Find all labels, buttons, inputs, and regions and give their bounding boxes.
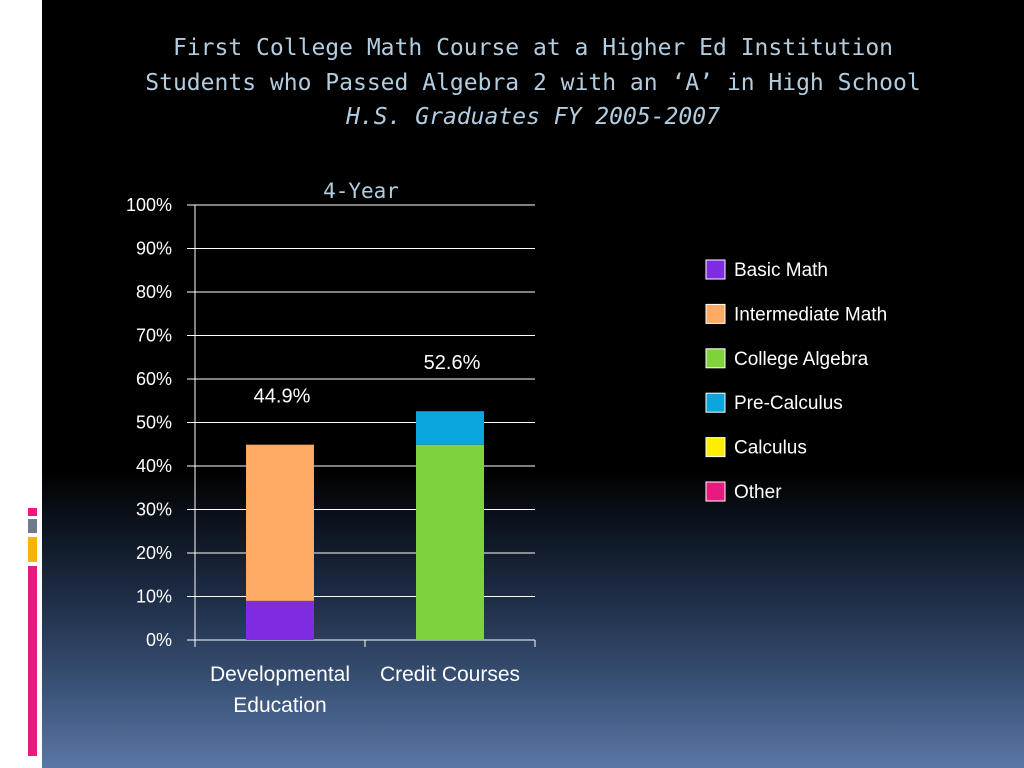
- legend-label-college-algebra: College Algebra: [734, 349, 869, 370]
- bar-total-label: 52.6%: [424, 352, 481, 374]
- accent-block-1: [28, 508, 37, 516]
- bar-segment-intermediate-math: [246, 444, 314, 601]
- y-tick-label: 100%: [126, 195, 172, 215]
- bar-total-label: 44.9%: [254, 386, 311, 408]
- y-tick-label: 80%: [136, 282, 172, 302]
- accent-block-3: [28, 537, 37, 562]
- slide-title-line-3: H.S. Graduates FY 2005-2007: [346, 104, 720, 130]
- y-tick-label: 20%: [136, 543, 172, 563]
- bar-segment-college-algebra: [416, 444, 484, 640]
- legend-label-other: Other: [734, 482, 782, 503]
- legend-swatch-other: [705, 481, 726, 502]
- bar-segment-basic-math: [246, 600, 314, 640]
- x-category-label: Education: [233, 694, 326, 717]
- accent-block-2: [28, 519, 37, 533]
- y-tick-label: 40%: [136, 456, 172, 476]
- legend-label-calculus: Calculus: [734, 438, 807, 459]
- y-tick-label: 60%: [136, 369, 172, 389]
- legend-swatch-basic-math: [705, 259, 726, 280]
- chart-title: 4-Year: [323, 179, 399, 203]
- y-tick-label: 10%: [136, 587, 172, 607]
- y-tick-label: 70%: [136, 326, 172, 346]
- y-tick-label: 0%: [146, 630, 172, 650]
- x-category-label: Credit Courses: [380, 663, 520, 686]
- accent-block-4: [28, 566, 37, 756]
- legend-label-intermediate-math: Intermediate Math: [734, 304, 887, 325]
- y-tick-label: 30%: [136, 500, 172, 520]
- legend-swatch-pre-calculus: [705, 392, 726, 413]
- bar-segment-pre-calculus: [416, 411, 484, 445]
- legend-label-basic-math: Basic Math: [734, 260, 828, 281]
- slide-accent-bar: [28, 508, 37, 756]
- y-tick-label: 50%: [136, 413, 172, 433]
- slide-title-line-1: First College Math Course at a Higher Ed…: [172, 35, 894, 61]
- x-category-label: Developmental: [210, 663, 350, 686]
- legend-label-pre-calculus: Pre-Calculus: [734, 393, 843, 414]
- y-tick-label: 90%: [136, 239, 172, 259]
- legend-swatch-intermediate-math: [705, 303, 726, 324]
- legend-swatch-college-algebra: [705, 348, 726, 369]
- legend-swatch-calculus: [705, 437, 726, 458]
- slide-title-line-2: Students who Passed Algebra 2 with an ‘A…: [145, 70, 921, 96]
